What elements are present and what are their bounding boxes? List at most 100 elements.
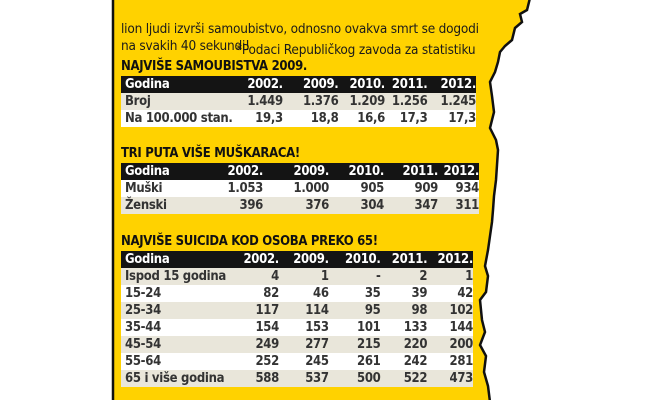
header-cell: 2002. (242, 251, 279, 268)
cell: 46 (278, 285, 329, 302)
header-cell: 2011. (384, 76, 428, 93)
cell: 1.256 (384, 93, 428, 110)
cell: 17,3 (384, 110, 428, 127)
cell: 1 (427, 268, 473, 285)
cell: 154 (242, 319, 279, 336)
cell: 18,8 (282, 110, 339, 127)
table-row: 45-54 249 277 215 220 200 (121, 336, 473, 353)
cell: 245 (278, 353, 329, 370)
cell: 396 (201, 197, 263, 214)
cell: 311 (438, 197, 479, 214)
cell: 102 (427, 302, 473, 319)
cell: 15-24 (121, 285, 243, 302)
cell: 215 (328, 336, 381, 353)
cell: 35 (328, 285, 381, 302)
header-cell: 2011. (384, 163, 438, 180)
cell: 17,3 (427, 110, 476, 127)
cell: 588 (242, 370, 279, 387)
cell: 82 (242, 285, 279, 302)
cell: 1.000 (263, 180, 329, 197)
cell: 133 (380, 319, 428, 336)
cell: Muški (121, 180, 201, 197)
cell: 1.376 (282, 93, 339, 110)
table-row: Muški 1.053 1.000 905 909 934 (121, 180, 479, 197)
cell: 144 (427, 319, 473, 336)
table-3-title: NAJVIŠE SUICIDA KOD OSOBA PREKO 65! (121, 234, 378, 249)
cell: 1.053 (201, 180, 263, 197)
cell: 934 (438, 180, 479, 197)
table-row: 55-64 252 245 261 242 281 (121, 353, 473, 370)
cell: 1.209 (338, 93, 385, 110)
cell: Ispod 15 godina (121, 268, 243, 285)
cell: 19,3 (240, 110, 283, 127)
cell: 281 (427, 353, 473, 370)
cell: 95 (328, 302, 381, 319)
cell: 522 (380, 370, 428, 387)
header-cell: 2010. (328, 251, 381, 268)
cell: 909 (384, 180, 438, 197)
cell: 114 (278, 302, 329, 319)
header-cell: Godina (121, 76, 241, 93)
cell: 1.245 (427, 93, 476, 110)
header-cell: 2002. (201, 163, 263, 180)
table-row: Na 100.000 stan. 19,3 18,8 16,6 17,3 17,3 (121, 110, 476, 127)
table-header-row: Godina 2002. 2009. 2010. 2011. 2012. (121, 76, 476, 93)
cell: 153 (278, 319, 329, 336)
header-cell: 2012. (427, 76, 476, 93)
header-cell: 2011. (380, 251, 428, 268)
cell: 261 (328, 353, 381, 370)
table-2: Godina 2002. 2009. 2010. 2011. 2012. Muški 1.0… (121, 163, 479, 214)
cell: 16,6 (338, 110, 385, 127)
header-cell: 2010. (329, 163, 384, 180)
cell: Na 100.000 stan. (121, 110, 241, 127)
cell: 200 (427, 336, 473, 353)
header-cell: Godina (121, 163, 201, 180)
table-1-title: NAJVIŠE SAMOUBISTVA 2009. (121, 59, 308, 74)
table-row: 15-24 82 46 35 39 42 (121, 285, 473, 302)
cell: 55-64 (121, 353, 243, 370)
intro-line-2: na svakih 40 sekundi! (121, 38, 250, 54)
table-2-title: TRI PUTA VIŠE MUŠKARACA! (121, 146, 300, 161)
table-row: Ženski 396 376 304 347 311 (121, 197, 479, 214)
cell: 473 (427, 370, 473, 387)
cell: 249 (242, 336, 279, 353)
header-cell: 2009. (282, 76, 339, 93)
table-row: 35-44 154 153 101 133 144 (121, 319, 473, 336)
table-1: Godina 2002. 2009. 2010. 2011. 2012. Broj 1.44… (121, 76, 476, 127)
cell: - (328, 268, 381, 285)
cell: 117 (242, 302, 279, 319)
cell: 1.449 (240, 93, 283, 110)
cell: 277 (278, 336, 329, 353)
cell: 101 (328, 319, 381, 336)
cell: 537 (278, 370, 329, 387)
table-3: Godina 2002. 2009. 2010. 2011. 2012. Ispod 15 … (121, 251, 473, 387)
header-cell: 2009. (278, 251, 329, 268)
table-header-row: Godina 2002. 2009. 2010. 2011. 2012. (121, 251, 473, 268)
cell: 347 (384, 197, 438, 214)
cell: 1 (278, 268, 329, 285)
cell: 45-54 (121, 336, 243, 353)
header-cell: 2009. (263, 163, 329, 180)
header-cell: 2002. (240, 76, 283, 93)
cell: 35-44 (121, 319, 243, 336)
cell: 242 (380, 353, 428, 370)
header-cell: 2012. (438, 163, 479, 180)
cell: 2 (380, 268, 428, 285)
cell: 220 (380, 336, 428, 353)
cell: 376 (263, 197, 329, 214)
table-row: Broj 1.449 1.376 1.209 1.256 1.245 (121, 93, 476, 110)
cell: 4 (242, 268, 279, 285)
cell: 500 (328, 370, 381, 387)
header-cell: 2010. (338, 76, 385, 93)
source-footnote: *Podaci Republičkog zavoda za statistiku (236, 42, 476, 58)
cell: 304 (329, 197, 384, 214)
table-row: 65 i više godina 588 537 500 522 473 (121, 370, 473, 387)
cell: 25-34 (121, 302, 243, 319)
intro-line-1: lion ljudi izvrši samoubistvo, odnosno o… (121, 21, 479, 37)
table-header-row: Godina 2002. 2009. 2010. 2011. 2012. (121, 163, 479, 180)
cell: 39 (380, 285, 428, 302)
table-row: 25-34 117 114 95 98 102 (121, 302, 473, 319)
cell: Ženski (121, 197, 201, 214)
cell: 252 (242, 353, 279, 370)
cell: 42 (427, 285, 473, 302)
